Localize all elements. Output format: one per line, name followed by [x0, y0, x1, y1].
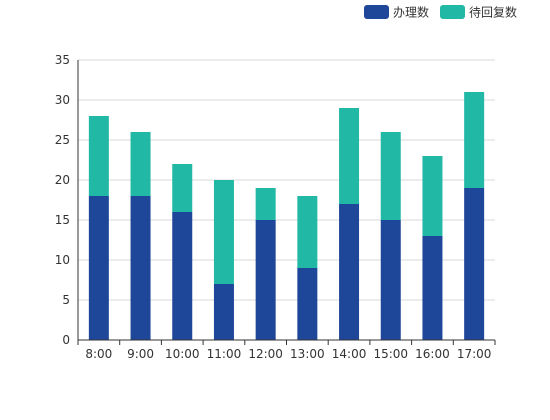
- bar-segment-series-2-6[interactable]: [297, 196, 318, 268]
- legend-label-series-1: 办理数: [393, 5, 429, 20]
- y-tick-label: 5: [62, 293, 70, 307]
- y-tick-label: 30: [55, 93, 70, 107]
- y-tick-label: 35: [55, 53, 70, 67]
- x-axis: 8:00 9:00 10:00 11:00 12:00 13:00 14:00 15:00 16…: [77, 339, 496, 361]
- bar-segment-series-2-10[interactable]: [464, 92, 485, 188]
- y-tick-label: 0: [62, 333, 70, 347]
- bar-segment-series-2-7[interactable]: [339, 108, 360, 204]
- legend-item-series-2[interactable]: 待回复数: [440, 5, 517, 20]
- y-tick-label: 10: [55, 253, 70, 267]
- bar-segment-series-1-10[interactable]: [464, 188, 485, 340]
- bar-segment-series-1-8[interactable]: [380, 220, 401, 340]
- x-tick-label: 16:00: [415, 347, 450, 361]
- bar-segment-series-2-2[interactable]: [130, 132, 151, 196]
- x-tick-label: 10:00: [165, 347, 200, 361]
- y-axis: 0 5 10 15 20 25 30 35: [55, 53, 79, 347]
- bar-segment-series-1-7[interactable]: [339, 204, 360, 340]
- legend-label-series-2: 待回复数: [469, 5, 517, 20]
- x-tick-label: 13:00: [290, 347, 325, 361]
- bar-segment-series-2-8[interactable]: [380, 132, 401, 220]
- legend-swatch-series-2: [440, 5, 465, 19]
- x-tick-label: 14:00: [332, 347, 367, 361]
- y-tick-label: 20: [55, 173, 70, 187]
- bar-segment-series-1-6[interactable]: [297, 268, 318, 340]
- bar-segment-series-1-2[interactable]: [130, 196, 151, 340]
- bar-segment-series-1-1[interactable]: [88, 196, 109, 340]
- bar-segment-series-1-5[interactable]: [255, 220, 276, 340]
- legend-swatch-series-1: [364, 5, 389, 19]
- bar-segment-series-1-4[interactable]: [213, 284, 234, 340]
- bar-segment-series-2-4[interactable]: [213, 180, 234, 284]
- bar-segment-series-1-9[interactable]: [422, 236, 443, 340]
- bar-segment-series-2-1[interactable]: [88, 116, 109, 196]
- bars: [88, 92, 485, 340]
- legend: 办理数 待回复数: [364, 5, 517, 20]
- x-tick-label: 9:00: [127, 347, 154, 361]
- y-tick-label: 15: [55, 213, 70, 227]
- bar-segment-series-2-5[interactable]: [255, 188, 276, 220]
- x-tick-label: 8:00: [85, 347, 112, 361]
- x-tick-label: 15:00: [373, 347, 408, 361]
- bar-segment-series-2-9[interactable]: [422, 156, 443, 236]
- legend-item-series-1[interactable]: 办理数: [364, 5, 429, 20]
- y-tick-label: 25: [55, 133, 70, 147]
- bar-segment-series-1-3[interactable]: [172, 212, 193, 340]
- x-tick-label: 12:00: [248, 347, 283, 361]
- x-tick-label: 11:00: [207, 347, 242, 361]
- bar-segment-series-2-3[interactable]: [172, 164, 193, 212]
- x-tick-label: 17:00: [457, 347, 492, 361]
